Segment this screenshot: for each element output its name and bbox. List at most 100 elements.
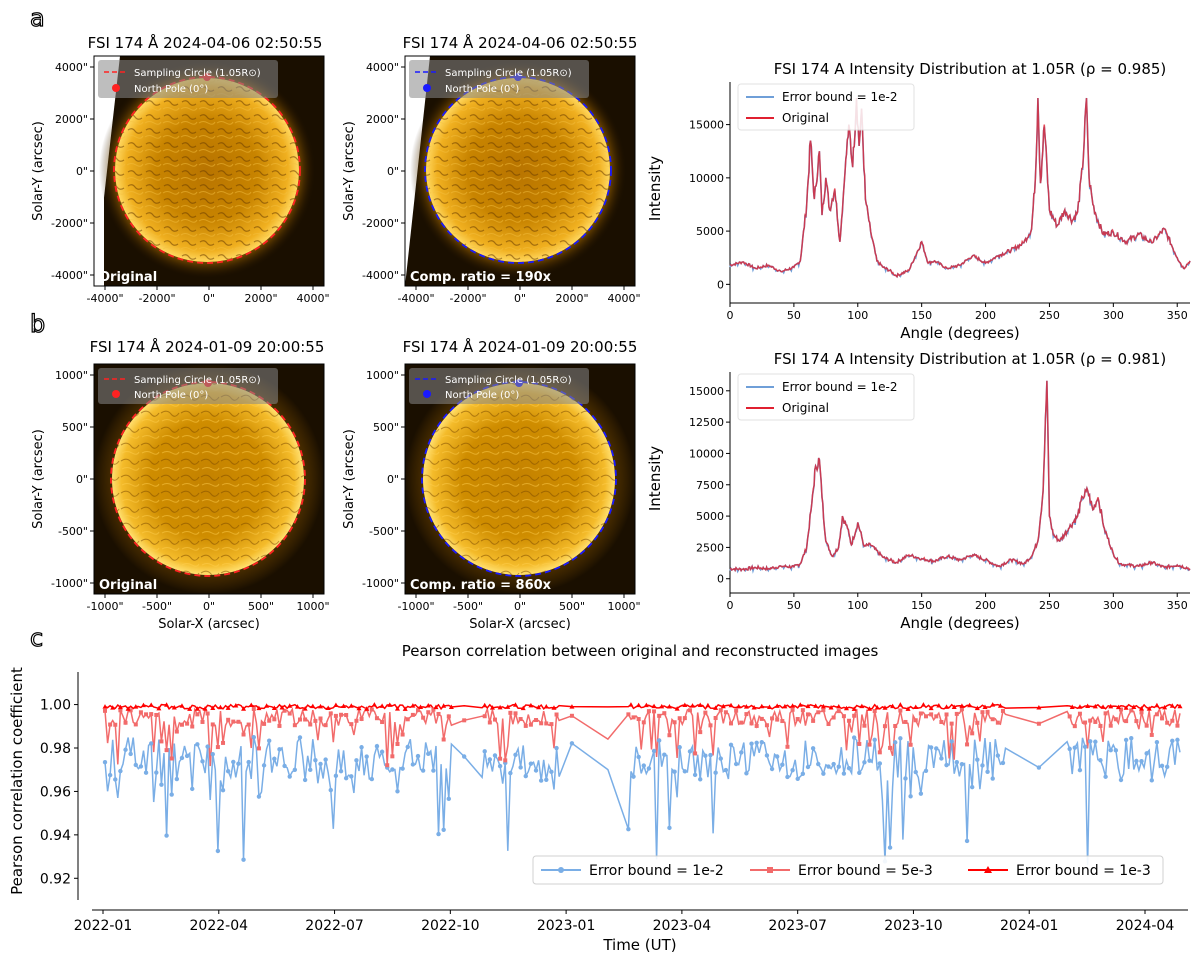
marker-5e-3: [200, 719, 205, 724]
marker-1e-2: [749, 741, 754, 746]
y-axis-label: Solar-Y (arcsec): [31, 429, 46, 529]
y-tick-label: 15000: [689, 385, 724, 398]
marker-5e-3: [287, 711, 292, 716]
x-tick-label: 2023-04: [653, 918, 712, 934]
marker-1e-2: [169, 792, 174, 797]
x-tick-label: 50: [787, 309, 801, 322]
marker-1e-3: [705, 702, 711, 708]
marker-1e-2: [482, 749, 487, 754]
marker-5e-3: [138, 710, 143, 715]
marker-1e-2: [523, 773, 528, 779]
marker-1e-2: [297, 735, 303, 740]
marker-1e-2: [544, 777, 549, 782]
marker-1e-2: [841, 771, 847, 776]
marker-5e-3: [657, 713, 662, 718]
marker-5e-3: [313, 718, 318, 723]
marker-5e-3: [246, 722, 251, 727]
legend-sampling-circle: Sampling Circle (1.05R⊙): [134, 68, 261, 79]
marker-1e-2: [1103, 774, 1108, 779]
y-tick-label: 0: [717, 573, 724, 586]
marker-1e-3: [820, 703, 826, 709]
marker-1e-2: [1098, 758, 1103, 763]
marker-1e-3: [264, 703, 270, 708]
marker-5e-3: [1083, 720, 1088, 725]
marker-1e-3: [410, 703, 416, 708]
marker-1e-2: [174, 776, 180, 782]
marker-5e-3: [954, 711, 959, 716]
x-tick-label: 350: [1167, 309, 1188, 322]
x-tick-label: 4000": [607, 292, 640, 305]
marker-1e-2: [205, 744, 210, 749]
x-tick-label: 0: [727, 309, 734, 322]
marker-5e-3: [703, 710, 708, 715]
marker-5e-3: [893, 724, 898, 729]
marker-1e-3: [528, 702, 534, 708]
marker-5e-3: [852, 713, 857, 718]
series-line-original: [729, 97, 1191, 279]
marker-5e-3: [749, 721, 754, 726]
marker-5e-3: [1108, 723, 1113, 728]
marker-5e-3: [390, 754, 395, 759]
marker-1e-3: [310, 703, 316, 709]
x-tick-label: 2022-07: [305, 918, 364, 934]
marker-1e-3: [736, 703, 742, 709]
marker-5e-3: [970, 731, 975, 736]
marker-1e-3: [959, 703, 965, 708]
marker-5e-3: [328, 711, 333, 716]
marker-1e-2: [133, 762, 138, 768]
marker-5e-3: [898, 708, 903, 713]
marker-1e-2: [405, 744, 410, 750]
marker-5e-3: [631, 715, 636, 720]
marker-1e-3: [882, 705, 888, 710]
marker-1e-2: [908, 794, 913, 799]
marker-1e-2: [959, 761, 965, 767]
marker-1e-2: [985, 769, 990, 774]
marker-5e-3: [513, 711, 518, 716]
marker-1e-3: [179, 703, 185, 708]
marker-1e-2: [441, 827, 446, 832]
marker-5e-3: [1088, 718, 1093, 723]
marker-1e-3: [217, 704, 223, 710]
marker-5e-3: [118, 708, 123, 713]
marker-1e-2: [287, 774, 292, 779]
marker-1e-3: [171, 704, 177, 710]
x-tick-label: 200: [975, 599, 996, 612]
marker-1e-3: [256, 705, 262, 711]
x-tick-label: 250: [1039, 599, 1060, 612]
marker-1e-3: [433, 704, 439, 710]
marker-1e-3: [551, 705, 557, 710]
marker-1e-3: [569, 704, 575, 709]
marker-1e-2: [246, 759, 251, 765]
marker-1e-3: [713, 705, 719, 710]
marker-5e-3: [641, 720, 646, 725]
marker-5e-3: [667, 733, 672, 738]
x-tick-label: 2022-10: [421, 918, 480, 934]
marker-5e-3: [805, 712, 810, 717]
marker-1e-2: [395, 789, 400, 794]
marker-1e-3: [210, 705, 216, 711]
marker-5e-3: [385, 763, 390, 768]
marker-1e-3: [628, 702, 634, 707]
legend-north-pole: North Pole (0°): [445, 390, 519, 401]
marker-5e-3: [939, 720, 944, 725]
marker-5e-3: [759, 716, 764, 721]
marker-1e-2: [1139, 758, 1144, 764]
marker-1e-3: [371, 702, 377, 707]
marker-5e-3: [800, 708, 805, 713]
marker-5e-3: [534, 718, 539, 723]
marker-1e-2: [349, 774, 354, 779]
y-tick-label: 0.98: [40, 741, 71, 757]
marker-1e-2: [918, 791, 924, 796]
marker-5e-3: [154, 712, 159, 717]
marker-1e-3: [520, 705, 526, 711]
marker-1e-2: [692, 772, 698, 778]
marker-5e-3: [790, 707, 795, 712]
marker-1e-3: [1123, 705, 1129, 710]
marker-5e-3: [523, 723, 528, 728]
marker-1e-2: [446, 796, 451, 802]
marker-1e-2: [148, 741, 154, 746]
marker-5e-3: [734, 708, 739, 713]
marker-5e-3: [811, 718, 816, 723]
marker-5e-3: [1165, 720, 1170, 725]
x-tick-label: 4000": [296, 292, 329, 305]
